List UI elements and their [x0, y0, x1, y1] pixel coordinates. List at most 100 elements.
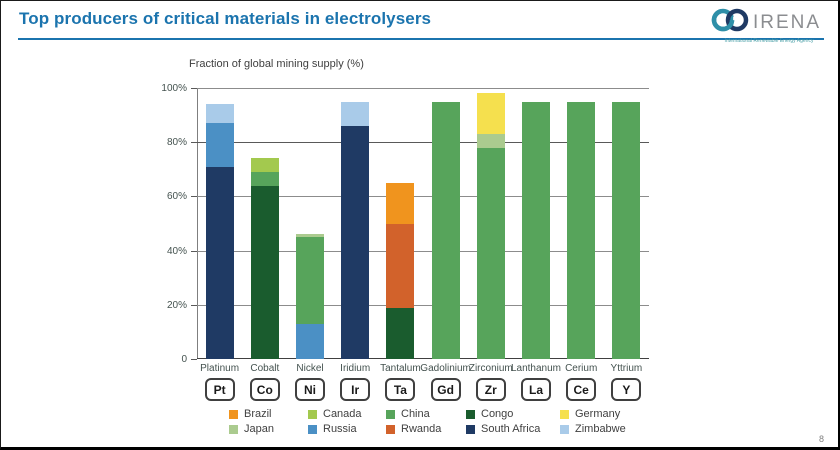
y-tick-label-60: 60% [166, 191, 187, 203]
legend-swatch-germany [560, 409, 569, 419]
y-tick-40 [191, 250, 197, 252]
legend-label: China [401, 408, 430, 420]
legend-label: Japan [244, 423, 274, 435]
bar-segment-zirconium-china [476, 147, 505, 359]
bar-segment-nickel-china [296, 237, 324, 324]
x-label-cerium: Cerium [565, 363, 598, 374]
bar-platinum [205, 88, 234, 359]
legend-swatch-russia [308, 424, 317, 434]
legend-item-south-africa: South Africa [466, 423, 560, 435]
y-axis-line [197, 88, 198, 359]
legend-label: Germany [575, 408, 621, 420]
legend-label: Rwanda [401, 423, 442, 435]
irena-logo-icon [710, 7, 750, 38]
legend-label: Brazil [244, 408, 272, 420]
x-label-zirconium: Zirconium [468, 363, 513, 374]
bar-segment-iridium-zimbabwe [341, 101, 370, 126]
element-symbol-co: Co [249, 378, 280, 401]
legend-item-canada: Canada [308, 408, 386, 420]
legend-label: Zimbabwe [575, 423, 626, 435]
y-axis-title: Fraction of global mining supply (%) [189, 58, 364, 70]
y-tick-label-40: 40% [166, 245, 187, 257]
legend-item-germany: Germany [560, 408, 650, 420]
irena-logo: IRENA International Renewable Energy Age… [710, 7, 828, 44]
bar-segment-yttrium-china [612, 101, 641, 359]
bar-segment-nickel-russia [296, 323, 324, 359]
y-tick-label-0: 0 [181, 354, 187, 365]
y-tick-label-100: 100% [161, 83, 187, 94]
bar-segment-gadolinium-china [431, 101, 460, 359]
bar-zirconium [476, 88, 505, 359]
legend-item-zimbabwe: Zimbabwe [560, 423, 650, 435]
legend-swatch-south-africa [466, 424, 475, 434]
element-symbol-ce: Ce [566, 378, 597, 401]
element-symbol-ir: Ir [340, 378, 371, 401]
bar-cobalt [250, 88, 279, 359]
irena-logo-subtitle: International Renewable Energy Agency [724, 38, 814, 44]
x-label-iridium: Iridium [340, 363, 371, 374]
bar-segment-zirconium-germany [476, 93, 505, 135]
x-label-platinum: Platinum [200, 363, 240, 374]
legend-item-congo: Congo [466, 408, 560, 420]
bar-cerium [567, 88, 596, 359]
x-label-yttrium: Yttrium [610, 363, 643, 374]
gridline-100 [197, 88, 649, 89]
element-symbol-zr: Zr [475, 378, 506, 401]
title-divider [18, 38, 824, 40]
bar-lanthanum [522, 88, 550, 359]
bar-segment-cobalt-congo [250, 185, 279, 359]
x-label-nickel: Nickel [296, 363, 324, 374]
legend-swatch-china [386, 409, 395, 419]
legend-swatch-rwanda [386, 424, 395, 434]
bar-segment-cobalt-china [250, 172, 279, 186]
bar-segment-platinum-russia [205, 123, 234, 167]
gridline-80 [197, 142, 649, 144]
y-tick-20 [191, 304, 197, 306]
legend-label: Canada [323, 408, 362, 420]
legend-item-japan: Japan [229, 423, 308, 435]
legend-swatch-zimbabwe [560, 424, 569, 434]
gridline-60 [197, 196, 649, 198]
x-label-cobalt: Cobalt [250, 363, 280, 374]
bar-nickel [296, 88, 324, 359]
legend-swatch-japan [229, 424, 238, 434]
gridline-40 [197, 250, 649, 252]
legend-item-russia: Russia [308, 423, 386, 435]
bar-segment-iridium-south-africa [341, 125, 370, 359]
y-tick-100 [191, 88, 197, 89]
page-title: Top producers of critical materials in e… [19, 9, 432, 28]
bar-segment-platinum-zimbabwe [205, 104, 234, 124]
legend-label: South Africa [481, 423, 541, 435]
y-tick-label-20: 20% [166, 299, 187, 311]
y-tick-60 [191, 196, 197, 198]
element-symbol-la: La [521, 378, 551, 401]
legend-label: Russia [323, 423, 357, 435]
legend-swatch-brazil [229, 409, 238, 419]
legend-item-brazil: Brazil [229, 408, 308, 420]
y-tick-80 [191, 142, 197, 144]
element-symbol-pt: Pt [204, 378, 235, 401]
bar-gadolinium [431, 88, 460, 359]
bar-segment-zirconium-japan [476, 134, 505, 148]
bar-segment-tantalum-congo [386, 307, 415, 359]
element-symbol-ta: Ta [385, 378, 416, 401]
legend-item-china: China [386, 408, 466, 420]
y-tick-label-80: 80% [166, 137, 187, 149]
page-number: 8 [818, 434, 824, 444]
bar-segment-tantalum-rwanda [386, 223, 415, 308]
bar-iridium [341, 88, 370, 359]
element-symbol-ni: Ni [295, 378, 325, 401]
legend-item-rwanda: Rwanda [386, 423, 466, 435]
bar-yttrium [612, 88, 641, 359]
bar-segment-nickel-japan [296, 234, 324, 238]
x-label-lanthanum: Lanthanum [510, 363, 562, 374]
x-axis-line [197, 358, 649, 359]
x-label-tantalum: Tantalum [380, 363, 421, 374]
x-label-gadolinium: Gadolinium [420, 363, 471, 374]
legend-swatch-canada [308, 409, 317, 419]
element-symbol-y: Y [611, 378, 642, 401]
bar-segment-cobalt-canada [250, 158, 279, 173]
legend-label: Congo [481, 408, 514, 420]
element-symbol-gd: Gd [430, 378, 461, 401]
y-tick-0 [191, 359, 197, 360]
